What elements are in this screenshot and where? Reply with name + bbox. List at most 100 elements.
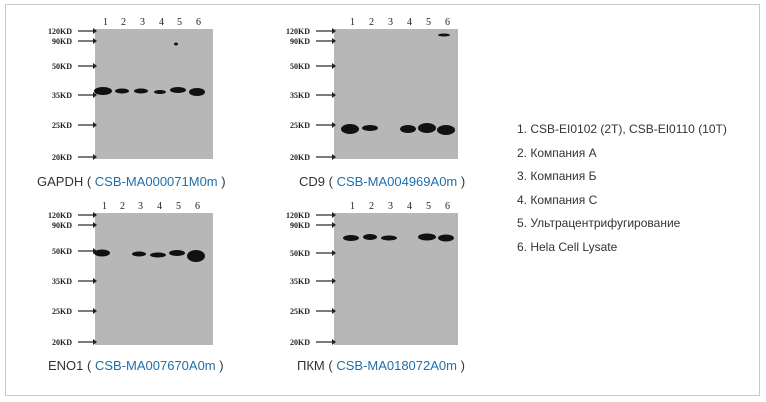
marker-label: 20KD — [290, 153, 310, 162]
lane-label: 6 — [445, 17, 450, 28]
marker-label: 90KD — [290, 221, 310, 230]
marker-arrows — [316, 214, 332, 343]
marker-label: 25KD — [52, 121, 72, 130]
lane-label: 5 — [177, 17, 182, 28]
bands — [341, 33, 455, 135]
marker-label: 120KD — [286, 27, 310, 36]
blot-caption-eno1: ENO1 ( CSB-MA007670A0m ) — [48, 358, 224, 373]
blot-panel-cd9: 1 2 3 4 5 6 120KD 90KD 50KD 35KD 25KD 20… — [278, 14, 468, 164]
bands — [94, 42, 205, 96]
legend-item: 2. Компания A — [517, 145, 597, 160]
lane-label: 5 — [426, 201, 431, 212]
blot-image-pkm: 1 2 3 4 5 6 120KD 90KD 50KD 35KD 25KD 20… — [286, 201, 458, 347]
lane-label: 5 — [426, 17, 431, 28]
band — [169, 250, 185, 256]
marker-label: 90KD — [290, 37, 310, 46]
band — [400, 125, 416, 133]
catalog-link[interactable]: CSB-MA004969A0m — [336, 174, 458, 189]
lane-label: 1 — [350, 201, 355, 212]
band — [115, 88, 129, 94]
blot-caption-pkm: ПКМ ( CSB-MA018072A0m ) — [297, 358, 465, 373]
lane-label: 2 — [369, 201, 374, 212]
lane-label: 3 — [140, 17, 145, 28]
blot-panel-eno1: 1 2 3 4 5 6 120KD 90KD 50KD 35KD 25KD 20… — [40, 198, 220, 348]
marker-label: 50KD — [290, 62, 310, 71]
marker-label: 35KD — [290, 91, 310, 100]
band — [94, 249, 110, 257]
marker-label: 35KD — [52, 277, 72, 286]
lane-label: 2 — [120, 201, 125, 212]
lane-label: 2 — [369, 17, 374, 28]
lane-label: 5 — [176, 201, 181, 212]
marker-label: 25KD — [52, 307, 72, 316]
band — [381, 235, 397, 241]
lane-label: 3 — [388, 17, 393, 28]
blot-caption-cd9: CD9 ( CSB-MA004969A0m ) — [299, 174, 466, 189]
band — [418, 233, 436, 241]
target-name: ENO1 — [48, 358, 84, 373]
marker-label: 120KD — [48, 27, 72, 36]
marker-label: 90KD — [52, 37, 72, 46]
lane-label: 3 — [388, 201, 393, 212]
marker-label: 90KD — [52, 221, 72, 230]
marker-label: 20KD — [290, 338, 310, 347]
band — [341, 124, 359, 134]
marker-label: 35KD — [290, 277, 310, 286]
blot-caption-gapdh: GAPDH ( CSB-MA000071M0m ) — [37, 174, 226, 189]
marker-label: 50KD — [290, 249, 310, 258]
lane-label: 6 — [195, 201, 200, 212]
legend-item: 1. CSB-EI0102 (2T), CSB-EI0110 (10T) — [517, 122, 727, 136]
blot-panel-pkm: 1 2 3 4 5 6 120KD 90KD 50KD 35KD 25KD 20… — [278, 198, 468, 348]
marker-label: 20KD — [52, 153, 72, 162]
marker-arrows — [78, 30, 93, 158]
band — [134, 88, 148, 94]
band — [437, 125, 455, 135]
lane-label: 4 — [157, 201, 162, 212]
lane-label: 4 — [407, 201, 412, 212]
membrane — [334, 29, 458, 159]
band — [187, 250, 205, 262]
blot-panel-gapdh: 1 2 3 4 5 6 120KD 90KD 50KD 35KD 25KD 20… — [40, 14, 220, 164]
band — [343, 235, 359, 241]
band — [94, 87, 112, 95]
marker-label: 120KD — [286, 211, 310, 220]
lane-label: 3 — [138, 201, 143, 212]
band — [154, 90, 166, 94]
band — [174, 42, 178, 46]
lane-label: 6 — [196, 17, 201, 28]
target-name: CD9 — [299, 174, 326, 189]
bands — [343, 233, 454, 242]
band — [363, 234, 377, 240]
lane-label: 1 — [102, 201, 107, 212]
lane-legend: 1. CSB-EI0102 (2T), CSB-EI0110 (10T) 2. … — [517, 118, 727, 259]
marker-label: 120KD — [48, 211, 72, 220]
legend-item: 4. Компания C — [517, 192, 598, 207]
blot-image-cd9: 1 2 3 4 5 6 120KD 90KD 50KD 35KD 25KD 20… — [286, 17, 458, 162]
marker-label: 25KD — [290, 307, 310, 316]
marker-label: 20KD — [52, 338, 72, 347]
band — [438, 234, 454, 242]
bands — [94, 249, 205, 262]
marker-label: 50KD — [52, 247, 72, 256]
catalog-link[interactable]: CSB-MA007670A0m — [94, 358, 216, 373]
band — [362, 125, 378, 131]
catalog-link[interactable]: CSB-MA018072A0m — [336, 358, 457, 373]
marker-label: 25KD — [290, 121, 310, 130]
catalog-link[interactable]: CSB-MA000071M0m — [94, 174, 218, 189]
marker-label: 50KD — [52, 62, 72, 71]
band — [132, 251, 146, 257]
band — [170, 87, 186, 93]
lane-label: 2 — [121, 17, 126, 28]
lane-label: 1 — [350, 17, 355, 28]
blot-image-eno1: 1 2 3 4 5 6 120KD 90KD 50KD 35KD 25KD 20… — [48, 201, 213, 347]
lane-label: 4 — [159, 17, 164, 28]
band — [189, 88, 205, 96]
target-name: GAPDH — [37, 174, 84, 189]
marker-label: 35KD — [52, 91, 72, 100]
membrane — [334, 213, 458, 345]
target-name: ПКМ — [297, 358, 325, 373]
lane-label: 1 — [103, 17, 108, 28]
legend-item: 6. Hela Cell Lysate — [517, 239, 618, 254]
legend-item: 3. Компания Б — [517, 169, 597, 183]
band — [150, 252, 166, 258]
